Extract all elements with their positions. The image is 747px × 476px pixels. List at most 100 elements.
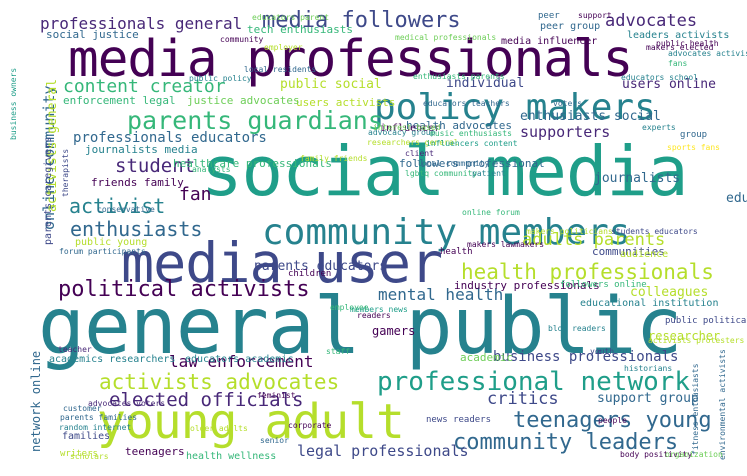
word: public health (656, 39, 719, 48)
word: customer (63, 404, 102, 413)
word: educators parent (252, 13, 330, 22)
word: teenagers young (513, 408, 712, 433)
word: professionals general (40, 14, 243, 33)
word: business owners (9, 67, 18, 140)
word: support group (597, 391, 699, 406)
word: fitness enthusiasts (691, 363, 700, 455)
word: mental health (378, 285, 504, 304)
word: advocates voters (88, 399, 166, 408)
word: researchers general (367, 138, 459, 147)
word: people (598, 416, 627, 425)
word: analysts (192, 165, 231, 174)
word: professionals educators (73, 130, 267, 146)
word: older adults (190, 424, 248, 433)
word: makers politicians (526, 227, 613, 236)
word: professional network (377, 367, 691, 397)
word: gamers (372, 324, 416, 338)
word: teenagers (125, 445, 185, 458)
word: random internet (59, 423, 132, 432)
word: activist (69, 194, 166, 218)
word: law enforcement (169, 352, 314, 371)
word: readers (357, 311, 391, 320)
word: teacher (58, 345, 92, 354)
word: followers online (560, 280, 647, 290)
word: interest based (373, 123, 441, 132)
word: patient (472, 169, 506, 178)
word: parents caregivers (43, 136, 54, 245)
word: enforcement legal (63, 94, 176, 107)
word: content creator (63, 76, 226, 97)
word: online forum (462, 208, 520, 217)
word: parents families (60, 413, 138, 422)
word: political activists (58, 277, 310, 302)
word: enthusiasts social (520, 109, 661, 124)
word: advocates activist (668, 49, 747, 58)
word: support (578, 11, 612, 20)
word: community leaders (453, 430, 679, 455)
word: communities (592, 245, 665, 258)
word: staff (326, 347, 351, 356)
word: business professionals (493, 349, 679, 365)
word: tech enthusiasts (247, 23, 353, 36)
word: families (62, 431, 111, 442)
word: network online (29, 350, 43, 452)
word: peer group (540, 21, 601, 32)
word: makers elected (646, 43, 714, 52)
word: leaders activists (627, 30, 730, 41)
word: media followers (262, 8, 461, 33)
word: advocates (605, 11, 698, 31)
word: journalists media (85, 143, 198, 156)
word: community (220, 35, 264, 44)
word: activists advocates (99, 370, 340, 394)
word: student (115, 155, 196, 177)
word: friends family (91, 176, 184, 189)
word: historians (624, 364, 673, 373)
word: parents educators (254, 259, 388, 274)
word: local residents (244, 65, 317, 74)
word: justice advocates (187, 94, 300, 107)
word: educational institution (580, 298, 719, 309)
word: critics (487, 389, 559, 409)
word: health professionals (461, 260, 714, 284)
word: parents guardians (127, 106, 383, 135)
word: members news (350, 305, 408, 314)
word: enthusiasts parents (413, 72, 505, 81)
word: employer (264, 43, 303, 52)
word: general public (38, 282, 682, 372)
word: youth (590, 347, 615, 356)
word: family friends (300, 154, 368, 163)
word: experts (642, 123, 676, 132)
word: scholars (70, 452, 109, 461)
word: health advocates (406, 119, 512, 132)
word: social media (201, 132, 688, 212)
word: body positivity (620, 450, 693, 459)
word: educators school (621, 73, 699, 82)
word: therapists (61, 148, 70, 197)
word: educators academic (185, 354, 294, 365)
word: supporters (520, 123, 611, 141)
word: enthusiasts (70, 217, 203, 241)
word: journalists (594, 171, 681, 186)
word: educators students (726, 191, 747, 206)
word: industry professionals (454, 279, 600, 292)
word: forum participants (59, 247, 146, 256)
word: healthcare professionals (173, 157, 332, 170)
word: users activists (296, 96, 396, 109)
word: makers lawmakers (467, 240, 545, 249)
word: group (680, 130, 708, 140)
word: educators teachers (423, 99, 510, 108)
word: legal professionals (297, 442, 469, 460)
word: medical professionals (395, 33, 497, 42)
word: academic (460, 351, 513, 364)
word: news readers (426, 415, 492, 425)
word: lgbtq community (405, 169, 478, 178)
word: media professionals (68, 30, 633, 89)
word: public social (280, 77, 382, 92)
word: advocacy group (368, 128, 436, 137)
word: social justice (46, 28, 139, 41)
word: sports fans (667, 143, 720, 152)
word: young adult (97, 394, 405, 450)
word: corporate (288, 421, 332, 430)
word: users online (622, 77, 716, 92)
